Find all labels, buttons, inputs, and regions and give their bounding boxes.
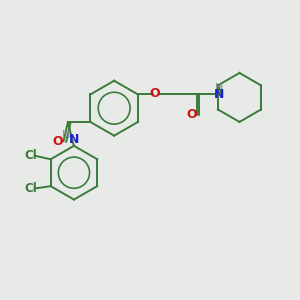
Text: O: O xyxy=(53,135,63,148)
Text: H: H xyxy=(62,130,70,140)
Text: O: O xyxy=(186,108,197,121)
Text: Cl: Cl xyxy=(24,149,37,162)
Text: Cl: Cl xyxy=(24,182,37,195)
Text: O: O xyxy=(149,87,160,100)
Text: N: N xyxy=(213,88,224,101)
Text: H: H xyxy=(214,83,223,93)
Text: N: N xyxy=(69,133,79,146)
